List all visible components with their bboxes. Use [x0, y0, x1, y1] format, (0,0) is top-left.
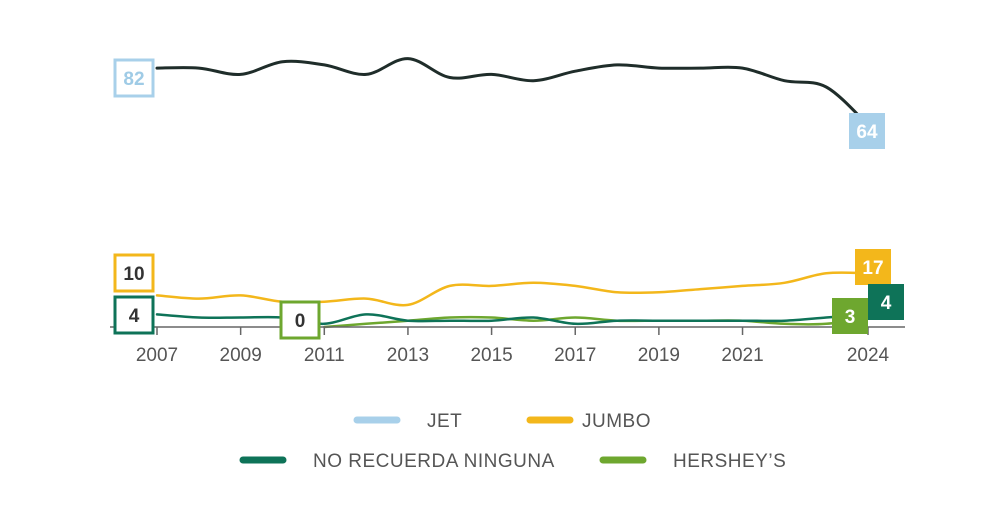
x-tick-label: 2021: [721, 345, 763, 366]
x-tick-label: 2015: [470, 345, 512, 366]
label-jumbo-end-box: [855, 249, 891, 285]
label-jet-start: 82: [113, 58, 155, 98]
label-hershey-s-end: 3: [832, 298, 868, 334]
series-lines: [155, 57, 870, 329]
legend-label: NO RECUERDA NINGUNA: [313, 451, 555, 472]
x-tick-label: 2019: [638, 345, 680, 366]
label-jumbo-start-text: 10: [123, 264, 144, 285]
x-axis-ticks: 2007 2009 2011 2013 2015 2017 2019 2021 2024: [136, 327, 890, 366]
label-jet-start-text: 82: [123, 69, 144, 90]
end-labels: 82 64 10 17 4 4 0 3: [113, 58, 904, 340]
label-no-recuerda-ninguna-start-text: 4: [129, 306, 140, 327]
label-jet-end-text: 64: [856, 122, 878, 143]
label-jumbo-start-box: [113, 253, 155, 293]
label-hershey-s-start-box: [279, 300, 321, 340]
x-tick-label: 2013: [387, 345, 429, 366]
legend-label: JET: [427, 411, 462, 432]
legend-item-jet: JET: [353, 411, 462, 432]
label-jumbo-end: 17: [855, 249, 891, 285]
label-hershey-s-start-text: 0: [295, 311, 306, 332]
label-no-recuerda-ninguna-start-box: [113, 295, 155, 335]
label-no-recuerda-ninguna-end-text: 4: [881, 293, 892, 314]
x-tick-label: 2009: [220, 345, 262, 366]
x-tick-label: 2024: [847, 345, 890, 366]
legend-label: HERSHEY’S: [673, 451, 786, 472]
label-hershey-s-end-box: [832, 298, 868, 334]
label-hershey-s-start: 0: [279, 300, 321, 340]
label-no-recuerda-ninguna-end-box: [868, 284, 904, 320]
series-line-jumbo: [155, 271, 870, 307]
label-jet-end: 64: [849, 113, 885, 149]
label-jumbo-start: 10: [113, 253, 155, 293]
series-line-no-recuerda-ninguna: [155, 313, 870, 326]
legend-item-jumbo: JUMBO: [526, 411, 651, 432]
series-line-jet: [155, 57, 870, 127]
label-jumbo-end-text: 17: [862, 258, 883, 279]
legend: JET JUMBO NO RECUERDA NINGUNA HERSHEY’S: [239, 411, 786, 472]
x-tick-label: 2017: [554, 345, 596, 366]
x-tick-label: 2011: [304, 345, 345, 366]
label-jet-end-box: [849, 113, 885, 149]
label-no-recuerda-ninguna-end: 4: [868, 284, 904, 320]
legend-label: JUMBO: [582, 411, 651, 432]
label-no-recuerda-ninguna-start: 4: [113, 295, 155, 335]
label-jet-start-box: [113, 58, 155, 98]
legend-item-hershey-s: HERSHEY’S: [599, 451, 786, 472]
label-hershey-s-end-text: 3: [845, 307, 856, 328]
x-tick-label: 2007: [136, 345, 178, 366]
legend-item-no-recuerda-ninguna: NO RECUERDA NINGUNA: [239, 451, 555, 472]
